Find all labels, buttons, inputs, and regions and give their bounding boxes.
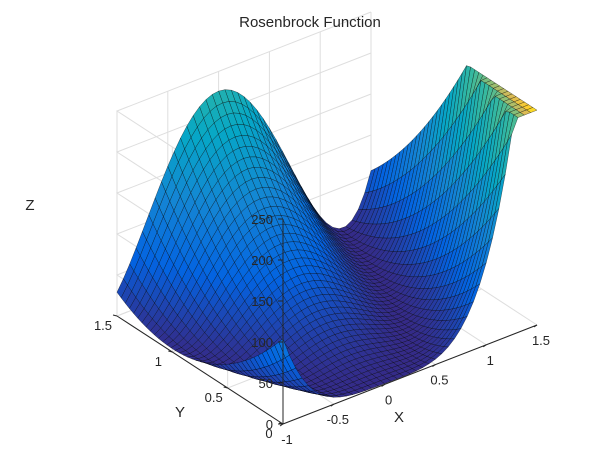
y-tick-label: 1.5 bbox=[94, 318, 112, 333]
x-tick-label: -1 bbox=[281, 432, 293, 447]
axes bbox=[112, 218, 538, 427]
surface-face bbox=[278, 338, 290, 358]
y-tick-label: 0 bbox=[265, 426, 272, 441]
y-axis-label: Y bbox=[175, 404, 185, 421]
z-tick-label: 50 bbox=[259, 376, 273, 391]
x-tick-label: 1.5 bbox=[532, 333, 550, 348]
x-tick-mark bbox=[533, 324, 538, 328]
z-tick-label: 200 bbox=[251, 253, 273, 268]
y-tick-label: 1 bbox=[155, 354, 162, 369]
x-tick-mark bbox=[330, 403, 335, 407]
z-tick-label: 150 bbox=[251, 294, 273, 309]
surface-mesh bbox=[116, 65, 538, 398]
x-tick-label: 0.5 bbox=[430, 373, 448, 388]
chart-title: Rosenbrock Function bbox=[239, 14, 381, 31]
tick-labels: -1 -0.5 0 0.5 1 1.5 0 0.5 1 1.5 0 50 100 150 200 250 bbox=[94, 212, 550, 447]
x-axis-line bbox=[282, 324, 538, 425]
x-tick-mark bbox=[482, 344, 487, 348]
x-axis-label: X bbox=[394, 409, 404, 426]
z-axis-label: Z bbox=[25, 197, 34, 214]
x-tick-label: -0.5 bbox=[327, 412, 349, 427]
y-tick-mark bbox=[168, 350, 173, 353]
y-tick-label: 0.5 bbox=[205, 390, 223, 405]
x-tick-mark bbox=[381, 383, 385, 387]
y-tick-mark bbox=[223, 386, 228, 389]
x-tick-label: 0 bbox=[385, 392, 392, 407]
y-tick-mark bbox=[112, 314, 118, 317]
z-tick-label: 100 bbox=[251, 335, 273, 350]
y-axis-line bbox=[116, 315, 284, 425]
x-tick-mark bbox=[432, 364, 436, 368]
x-tick-label: 1 bbox=[487, 353, 494, 368]
z-tick-label: 0 bbox=[266, 417, 273, 432]
z-tick-label: 250 bbox=[251, 212, 273, 227]
